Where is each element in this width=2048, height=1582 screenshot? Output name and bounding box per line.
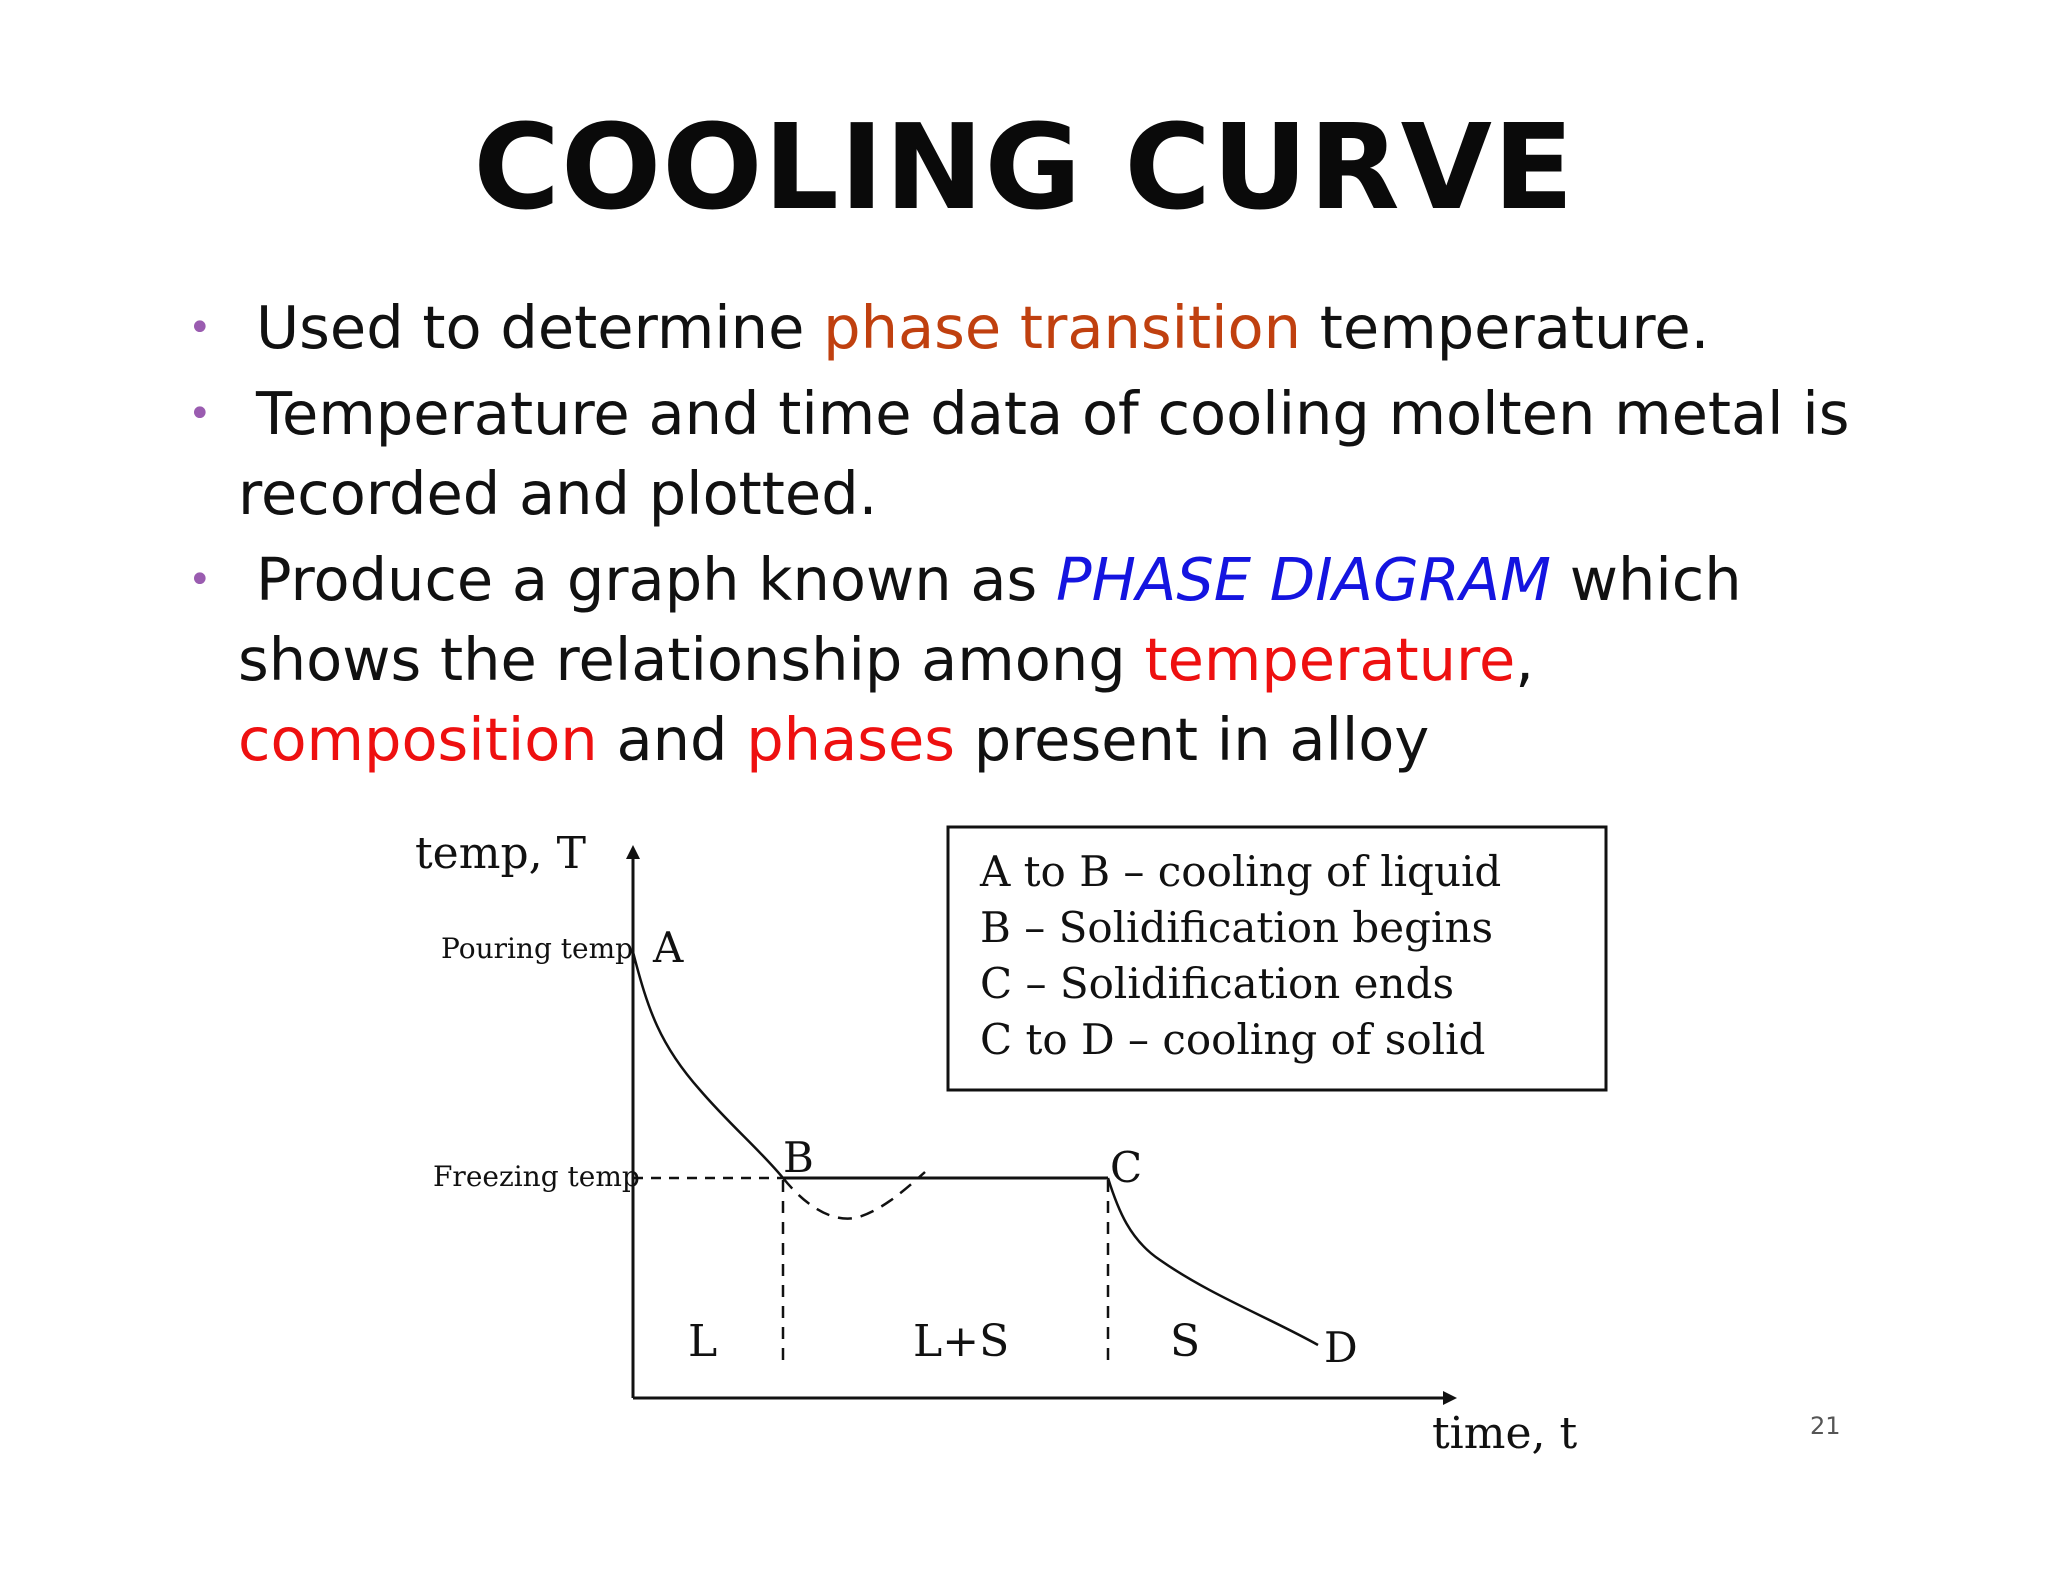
bullet-dot-icon: • (188, 557, 212, 603)
highlight-phases: phases (746, 705, 956, 774)
bullet-text: temperature. (1301, 293, 1710, 362)
bullet-item: • Temperature and time data of cooling mo… (188, 374, 1878, 534)
bullet-item: • Produce a graph known as PHASE DIAGRAM … (188, 540, 1878, 780)
highlight-temperature: temperature (1144, 625, 1516, 694)
bullet-text: , (1515, 625, 1535, 694)
highlight-composition: composition (238, 705, 598, 774)
bullet-dot-icon: • (188, 391, 212, 437)
pouring-temp-label: Pouring temp (441, 932, 633, 965)
region-label-solid: S (1170, 1316, 1200, 1367)
highlight-phase-transition: phase transition (823, 293, 1302, 362)
point-label-c: C (1110, 1143, 1142, 1192)
liquid-cooling-curve (631, 951, 784, 1179)
x-axis-label: time, t (1432, 1408, 1577, 1459)
legend-line: C to D – cooling of solid (980, 1015, 1485, 1064)
bullet-text: which (1550, 545, 1742, 614)
page-number: 21 (1810, 1412, 1841, 1440)
bullet-text: Temperature and time data of cooling mol… (256, 379, 1850, 448)
region-label-liquid: L (688, 1316, 717, 1367)
bullet-text: shows the relationship among (238, 625, 1145, 694)
region-label-mixed: L+S (913, 1316, 1009, 1367)
point-label-b: B (783, 1133, 814, 1182)
point-label-d: D (1324, 1323, 1358, 1372)
supercooling-dip (782, 1171, 926, 1220)
solid-cooling-curve (1106, 1177, 1319, 1347)
legend-box (946, 825, 1608, 1092)
bullet-dot-icon: • (188, 305, 212, 351)
legend-line: A to B – cooling of liquid (979, 847, 1501, 896)
bullet-text: and (597, 705, 747, 774)
freezing-temp-label: Freezing temp (433, 1160, 640, 1193)
bullet-item: • Used to determine phase transition temp… (188, 288, 1878, 368)
legend-line: B – Solidification begins (980, 903, 1493, 952)
bullet-text: present in alloy (955, 705, 1430, 774)
bullet-list: • Used to determine phase transition temp… (188, 288, 1878, 786)
slide-title: COOLING CURVE (473, 98, 1575, 236)
bullet-text: Produce a graph known as (256, 545, 1057, 614)
point-label-a: A (652, 923, 684, 972)
highlight-phase-diagram: PHASE DIAGRAM (1056, 545, 1551, 614)
bullet-text: recorded and plotted. (238, 459, 878, 528)
y-axis-label: temp, T (415, 828, 586, 879)
bullet-text: Used to determine (256, 293, 824, 362)
legend-line: C – Solidification ends (980, 959, 1454, 1008)
